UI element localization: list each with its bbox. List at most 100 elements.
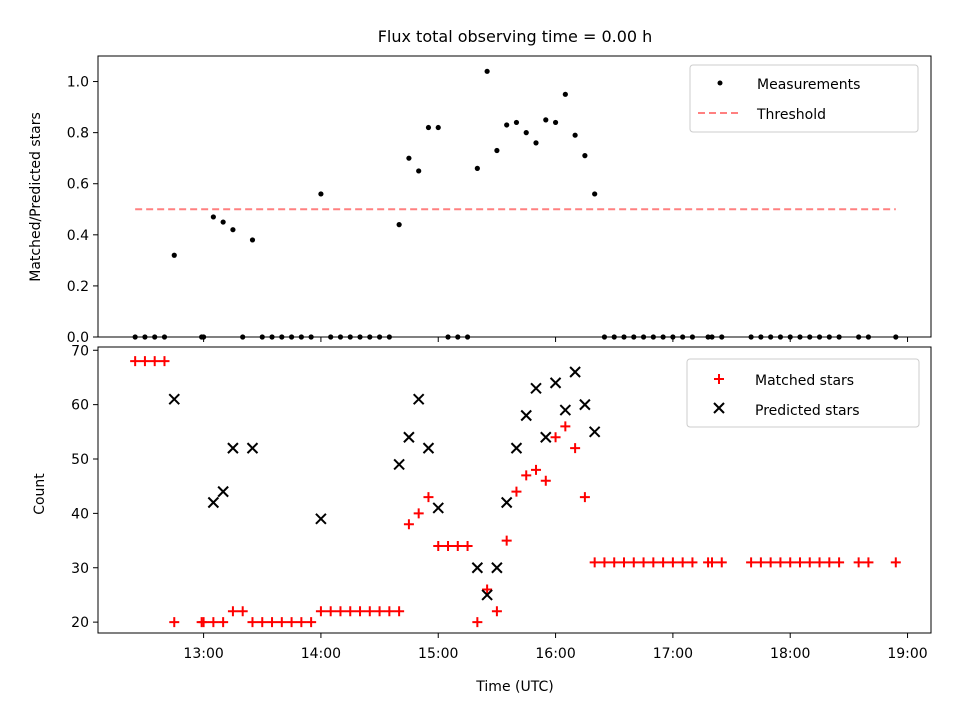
measurement-point (631, 334, 637, 340)
matched-star-point (677, 557, 688, 568)
measurement-point (660, 334, 666, 340)
predicted-star-point (422, 442, 435, 454)
matched-star-point (139, 356, 150, 367)
legend-predicted-marker (713, 402, 725, 414)
matched-star-point (472, 617, 483, 628)
matched-star-point (570, 443, 581, 454)
measurement-point (259, 334, 265, 340)
matched-star-point (834, 557, 845, 568)
measurement-point (582, 153, 588, 159)
measurement-point (865, 334, 872, 340)
matched-star-point (355, 606, 366, 617)
matched-star-point (159, 356, 170, 367)
legend-matched-label: Matched stars (755, 373, 854, 389)
y-tick-label: 0.2 (67, 279, 89, 295)
top-series-layer (132, 68, 899, 340)
x-tick-label: 15:00 (418, 646, 458, 662)
measurement-point (893, 334, 899, 340)
matched-star-point (247, 617, 258, 628)
matched-star-point (403, 519, 414, 530)
legend-matched-marker (714, 374, 724, 384)
measurement-point (494, 147, 500, 154)
measurement-point (504, 122, 510, 128)
x-tick-label: 13:00 (183, 646, 223, 662)
predicted-star-point (227, 442, 239, 454)
top-legend-box (689, 64, 919, 133)
matched-star-point (394, 606, 405, 617)
measurement-point (787, 334, 793, 340)
matched-star-point (208, 617, 219, 628)
matched-star-point (824, 557, 835, 568)
measurement-point (748, 334, 754, 340)
predicted-star-point (510, 442, 523, 454)
measurement-point (269, 334, 275, 340)
matched-star-point (306, 617, 317, 628)
measurement-point (386, 334, 392, 340)
y-tick-label: 20 (71, 615, 89, 631)
measurement-point (709, 334, 715, 340)
measurement-point (592, 191, 598, 197)
y-tick-label: 0.4 (67, 228, 89, 244)
matched-star-point (853, 557, 864, 568)
matched-star-point (149, 356, 160, 367)
measurement-point (719, 334, 725, 340)
matched-star-point (589, 557, 600, 568)
measurement-point (142, 334, 148, 340)
matched-star-point (462, 541, 473, 552)
measurement-point (705, 334, 711, 340)
measurement-point (210, 214, 216, 220)
matched-star-point (423, 492, 434, 503)
matched-star-point (521, 470, 532, 481)
measurement-point (445, 334, 451, 340)
matched-star-point (501, 535, 512, 546)
measurement-point (816, 334, 823, 340)
predicted-star-point (520, 409, 532, 422)
matched-star-point (130, 356, 141, 367)
predicted-star-point (549, 377, 562, 389)
matched-star-point (384, 606, 395, 617)
bottom-series-layer (130, 356, 901, 628)
measurement-point (435, 124, 441, 131)
x-tick-label: 14:00 (301, 646, 341, 662)
matched-star-point (687, 557, 698, 568)
measurement-point (240, 334, 246, 340)
measurement-point (161, 334, 168, 340)
matched-star-point (325, 606, 336, 617)
bottom-legend-box (686, 358, 920, 428)
measurement-point (650, 334, 656, 340)
top-plot-frame (97, 55, 932, 338)
measurement-point (621, 334, 627, 340)
measurement-point (376, 334, 383, 340)
matched-star-point (315, 606, 326, 617)
predicted-star-point (207, 496, 220, 509)
measurement-point (689, 334, 696, 340)
matched-star-point (863, 557, 874, 568)
measurement-point (220, 219, 226, 225)
bottom-y-axis: 20 30 40 50 60 70 (71, 343, 98, 631)
matched-star-point (785, 557, 796, 568)
matched-star-point (267, 617, 278, 628)
measurement-point (836, 334, 842, 340)
matched-star-point (638, 557, 649, 568)
measurement-point (298, 334, 304, 340)
matched-star-point (296, 617, 307, 628)
predicted-star-point (500, 496, 513, 509)
measurement-point (357, 334, 363, 340)
matched-star-point (579, 492, 590, 503)
measurement-point (396, 222, 402, 228)
measurement-point (611, 334, 617, 340)
measurement-point (758, 334, 764, 340)
matched-star-point (169, 617, 180, 628)
measurement-point (680, 334, 686, 340)
matched-star-point (755, 557, 766, 568)
matched-star-point (452, 541, 463, 552)
predicted-star-point (559, 404, 572, 416)
measurement-point (670, 334, 676, 340)
predicted-star-point (403, 431, 415, 443)
matched-star-point (775, 557, 786, 568)
measurement-point (425, 124, 432, 131)
predicted-star-point (579, 398, 591, 411)
y-tick-label: 70 (71, 343, 89, 359)
predicted-star-point (471, 562, 484, 574)
